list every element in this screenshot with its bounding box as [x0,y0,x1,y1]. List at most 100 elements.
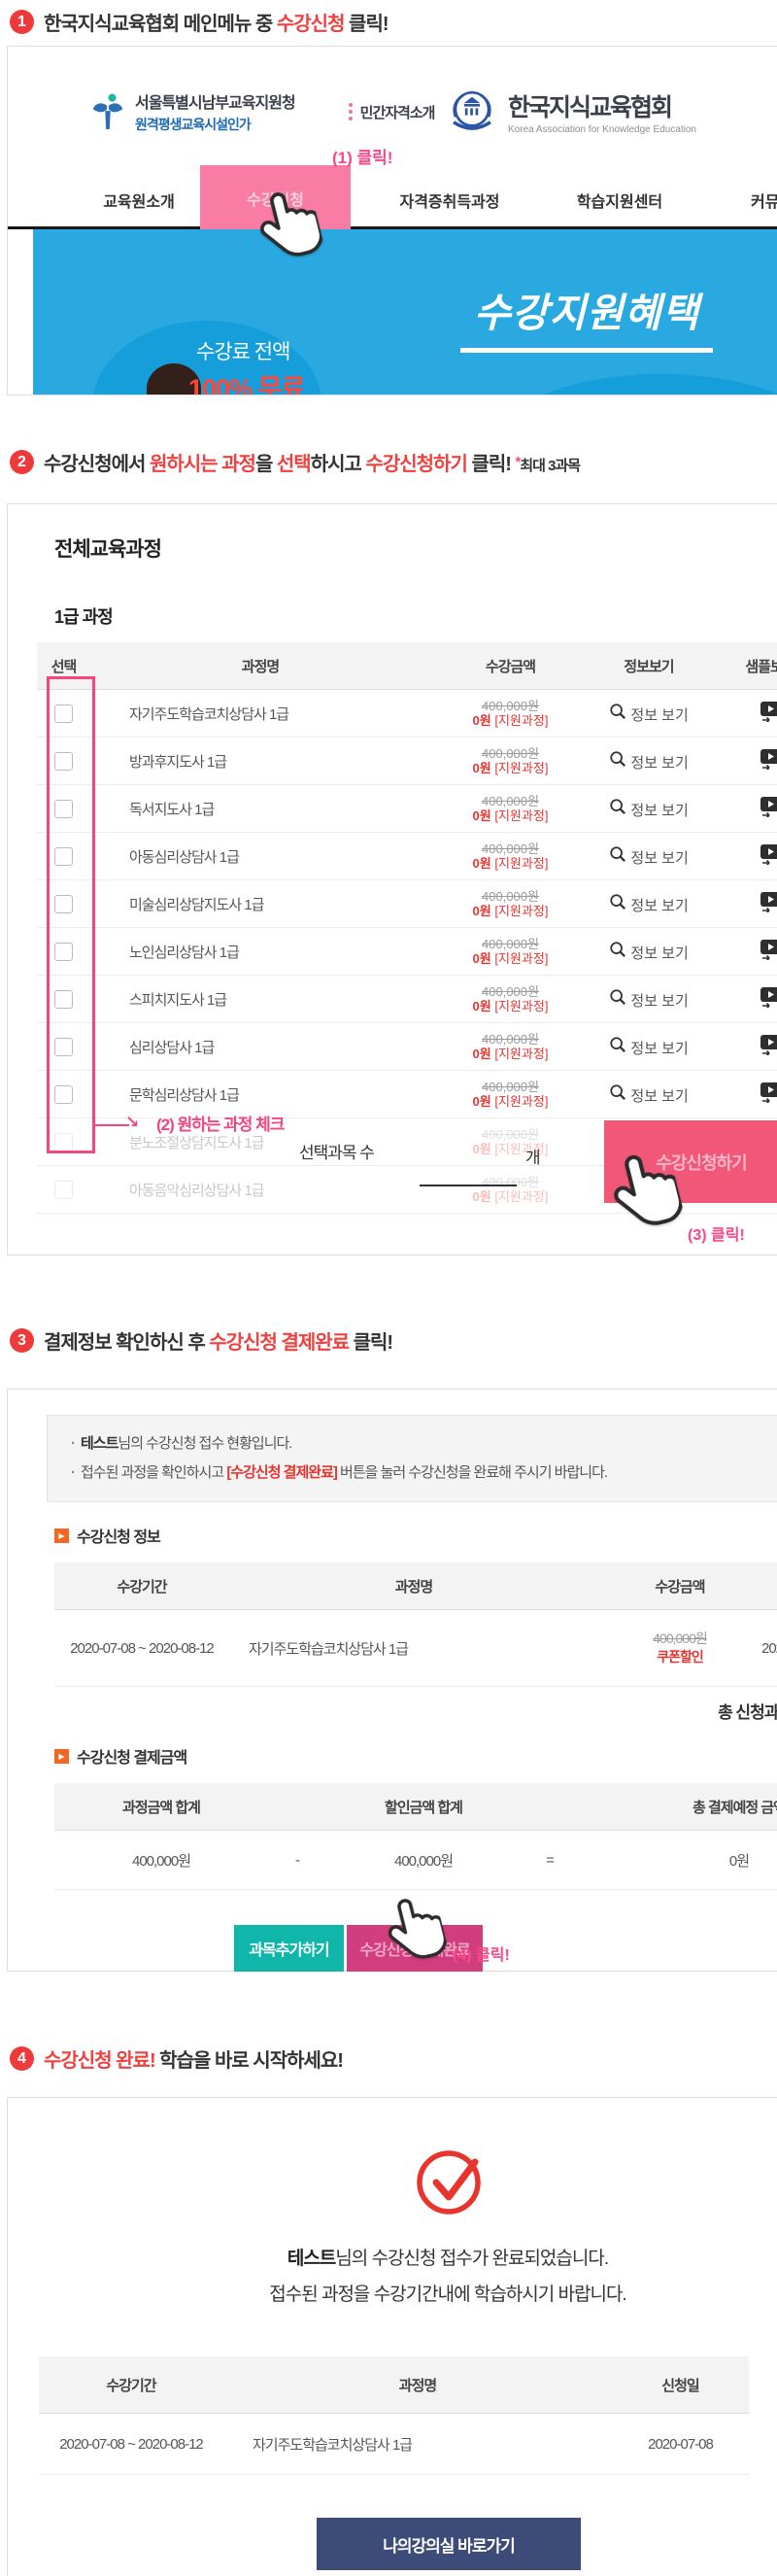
select-cell [37,975,90,1023]
click-annotation-1: (1) 클릭! [332,149,393,167]
enroll-info-section-title: ▶ 수강신청 정보 [54,1524,777,1547]
association-name: 한국지식교육협회 [507,94,673,121]
check-circle-icon [413,2143,489,2218]
nav-item-support[interactable]: 학습지원센터 [576,193,663,211]
dots-icon [348,103,353,120]
col-total: 총 결제예정 금액 [579,1783,777,1831]
course-checkbox[interactable] [54,989,73,1009]
course-checkbox[interactable] [54,1084,73,1104]
info-view-link[interactable]: 정보 보기 [609,988,689,1010]
info-view-link[interactable]: 정보 보기 [609,798,689,819]
org-subtitle: 원격평생교육시설인가 [135,117,252,132]
my-classroom-button[interactable]: 나의강의실 바로가기 [317,2518,581,2570]
nav-item-intro[interactable]: 교육원소개 [103,193,175,211]
price-cell: 400,000원 0원 [지원과정] [430,832,591,880]
hand-cursor-icon [250,183,326,272]
price-original: 400,000원 [482,936,539,951]
table-row: 2020-07-08 ~ 2020-08-12 자기주도학습코치상담사 1급 2… [39,2413,749,2475]
course-checkbox[interactable] [54,942,73,961]
sample-video-icon[interactable] [760,891,777,916]
course-checkbox[interactable] [54,1037,73,1056]
info-view-link[interactable]: 정보 보기 [609,750,689,772]
magnifier-icon [610,988,626,1005]
orange-marker-icon: ▶ [54,1748,69,1764]
nav-item-community[interactable]: 커뮤니티 [751,193,777,211]
sample-cell [707,784,777,833]
banner-title: 수강지원혜택 [460,280,714,353]
payment-card: · 테스트님의 수강신청 접수 현황입니다. · 접수된 과정을 확인하시고 [수강… [7,1389,777,1972]
selected-count-label: 선택과목 수 [299,1144,375,1162]
sample-video-icon[interactable] [760,843,777,869]
select-cell [37,737,90,785]
course-list-title: 전체교육과정 [54,538,162,561]
price-original: 400,000원 [482,1174,539,1189]
select-cell [37,1070,90,1118]
step3-heading: 3 결제정보 확인하신 후 수강신청 결제완료 클릭! [10,1326,777,1355]
sample-cell [707,879,777,928]
step1-heading: 1 한국지식교육협회 메인메뉴 중 수강신청 클릭! [10,0,777,36]
add-course-button[interactable]: 과목추가하기 [234,1925,344,1972]
info-cell: 정보 보기 [591,737,707,785]
info-cell: 정보 보기 [591,832,707,880]
orange-marker-icon: ▶ [54,1528,69,1543]
sample-video-icon[interactable] [760,796,777,821]
notice-box: · 테스트님의 수강신청 접수 현황입니다. · 접수된 과정을 확인하시고 [수강… [47,1415,777,1502]
course-checkbox[interactable] [54,1180,73,1199]
course-checkbox[interactable] [54,799,73,818]
course-checkbox[interactable] [54,846,73,866]
sum-cell: 400,000원 [54,1830,268,1890]
course-checkbox[interactable] [54,704,73,723]
price-original: 400,000원 [482,793,539,808]
sample-video-icon[interactable] [760,748,777,773]
cert-intro-link[interactable]: 민간자격소개 [348,102,435,122]
col-course: 과정명 [229,1563,598,1610]
price-original: 400,000원 [482,841,539,856]
info-view-link[interactable]: 정보 보기 [609,703,689,724]
period-cell: 2020-07-08 ~ 2020-08-12 [39,2413,223,2475]
price-cell: 400,000원 0원 [지원과정] [430,1165,591,1214]
sample-cell [707,1070,777,1118]
select-cell [37,879,90,928]
course-name: 심리상담사 1급 [90,1022,430,1071]
col-period: 수강기간 [54,1563,229,1610]
price-discounted: 0원 [지원과정] [472,1188,549,1204]
info-view-link[interactable]: 정보 보기 [609,1083,689,1105]
sample-cell [707,975,777,1023]
price-cell: 400,000원 0원 [지원과정] [430,975,591,1023]
course-checkbox[interactable] [54,894,73,913]
price-cell: 400,000원 0원 [지원과정] [430,1117,591,1166]
date-cell: 2020-07-08 [761,1609,777,1687]
price-discounted: 0원 [지원과정] [472,903,549,918]
sample-video-icon[interactable] [760,701,777,726]
table-row: 자기주도학습코치상담사 1급 400,000원 0원 [지원과정] 정보 보기 [37,689,777,738]
sample-cell [707,927,777,976]
course-checkbox[interactable] [54,751,73,771]
table-row: 문학심리상담사 1급 400,000원 0원 [지원과정] 정보 보기 [37,1070,777,1118]
step2-title: 수강신청에서 원하시는 과정을 선택하시고 수강신청하기 클릭! *최대 3과목 [44,454,581,475]
nav-item-certificate[interactable]: 자격증취득과정 [399,193,500,211]
date-cell: 2020-07-08 [612,2413,749,2475]
info-cell: 정보 보기 [591,975,707,1023]
association-subtitle: Korea Association for Knowledge Educatio… [507,124,696,135]
payment-section-title: ▶ 수강신청 결제금액 [54,1744,777,1768]
info-view-link[interactable]: 정보 보기 [609,893,689,914]
sample-video-icon[interactable] [760,1034,777,1059]
price-original: 400,000원 [482,983,539,999]
sample-video-icon[interactable] [760,1082,777,1107]
course-name: 독서지도사 1급 [90,784,430,833]
sample-video-icon[interactable] [760,986,777,1012]
selected-count-input[interactable] [420,1185,517,1186]
magnifier-icon [610,750,626,767]
course-table-header: 선택 과정명 수강금액 정보보기 샘플보기 [37,642,777,690]
check-annotation-2: (2) 원하는 과정 체크 [156,1116,285,1134]
info-view-link[interactable]: 정보 보기 [609,941,689,962]
sample-video-icon[interactable] [760,939,777,964]
association-logo: 한국지식교육협회 Korea Association for Knowledge… [446,86,696,138]
info-view-link[interactable]: 정보 보기 [609,1036,689,1057]
coupon-discount-link[interactable]: 쿠폰할인 [657,1649,704,1665]
total-cell: 0원 [579,1830,777,1890]
info-view-link[interactable]: 정보 보기 [609,845,689,867]
step4-title: 수강신청 완료! 학습을 바로 시작하세요! [44,2050,344,2072]
price-discounted: 0원 [지원과정] [472,1141,549,1156]
course-cell: 자기주도학습코치상담사 1급 [229,1609,598,1687]
